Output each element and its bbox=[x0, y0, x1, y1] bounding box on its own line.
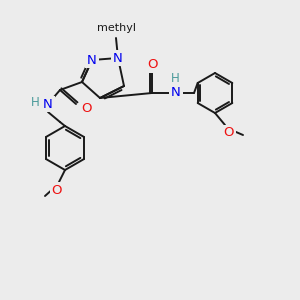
Text: O: O bbox=[147, 58, 157, 71]
Text: O: O bbox=[81, 101, 91, 115]
Text: N: N bbox=[87, 53, 97, 67]
Text: H: H bbox=[31, 95, 39, 109]
Text: methyl: methyl bbox=[97, 23, 136, 33]
Text: O: O bbox=[52, 184, 62, 196]
Text: N: N bbox=[113, 52, 123, 64]
Text: N: N bbox=[43, 98, 53, 110]
Text: O: O bbox=[224, 127, 234, 140]
Text: H: H bbox=[171, 73, 179, 85]
Text: N: N bbox=[171, 86, 181, 100]
